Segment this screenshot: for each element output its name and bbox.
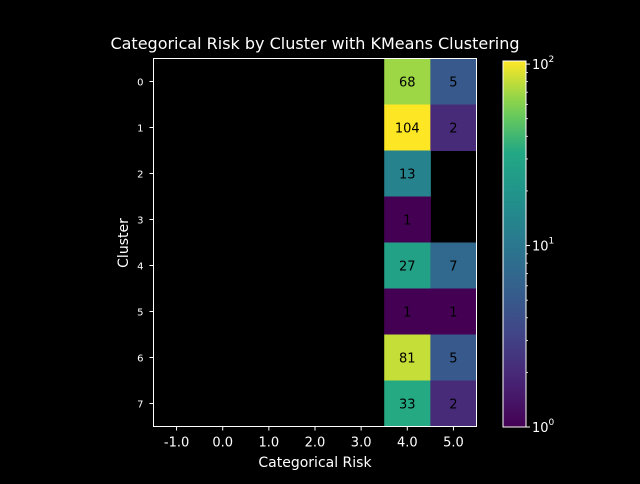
colorbar: [502, 60, 527, 428]
x-tick-label: -1.0: [164, 436, 189, 451]
heatmap-cell: [384, 58, 431, 105]
heatmap-cells: [384, 58, 477, 427]
x-tick-label: 1.0: [259, 436, 280, 451]
cell-value-label: 13: [399, 168, 416, 183]
cell-value-label: 2: [449, 398, 457, 413]
y-tick-label: 0: [137, 78, 143, 89]
cell-value-labels: 68 5 104 2 13 1 27 7 1 1 81 5 33 2: [395, 76, 458, 413]
colorbar-tick-exponent: 2: [549, 55, 555, 65]
cell-value-label: 33: [399, 398, 416, 413]
cell-value-label: 7: [449, 260, 457, 275]
colorbar-tick-exponent: 1: [549, 237, 555, 247]
heatmap-cell: [384, 380, 431, 427]
heatmap-cell: [430, 58, 477, 105]
colorbar-tick-exponent: 0: [549, 418, 555, 428]
cell-value-label: 1: [403, 214, 411, 229]
cell-value-label: 68: [399, 76, 416, 91]
x-axis-ticks: -1.0 0.0 1.0 2.0 3.0 4.0 5.0: [164, 426, 464, 451]
heatmap-cell: [384, 242, 431, 289]
x-tick-label: 4.0: [397, 436, 418, 451]
x-axis-label: Categorical Risk: [258, 455, 372, 471]
chart-title: Categorical Risk by Cluster with KMeans …: [110, 34, 519, 53]
cell-value-label: 5: [449, 76, 457, 91]
cell-value-label: 81: [399, 352, 416, 367]
y-axis-label: Cluster: [116, 218, 132, 268]
heatmap-cell: [384, 150, 431, 197]
heatmap-cell: [430, 334, 477, 381]
y-tick-label: 7: [137, 400, 143, 411]
heatmap-cell: [430, 380, 477, 427]
y-tick-label: 2: [137, 170, 143, 181]
x-tick-label: 2.0: [305, 436, 326, 451]
cell-value-label: 104: [395, 122, 420, 137]
x-tick-label: 3.0: [351, 436, 372, 451]
y-tick-label: 4: [137, 262, 143, 273]
cell-value-label: 27: [399, 260, 416, 275]
heatmap-cell: [384, 196, 431, 243]
y-tick-label: 3: [137, 216, 143, 227]
x-tick-label: 0.0: [212, 436, 233, 451]
y-tick-label: 5: [137, 308, 143, 319]
y-axis-ticks: 0 1 2 3 4 5 6 7: [137, 78, 154, 411]
x-tick-label: 5.0: [443, 436, 464, 451]
cell-value-label: 5: [449, 352, 457, 367]
heatmap-cell: [384, 104, 431, 151]
heatmap-cell: [430, 104, 477, 151]
cell-value-label: 2: [449, 122, 457, 137]
heatmap-cell: [430, 242, 477, 289]
cell-value-label: 1: [403, 306, 411, 321]
y-tick-label: 1: [137, 124, 143, 135]
heatmap-cell: [384, 288, 431, 335]
cell-value-label: 1: [449, 306, 457, 321]
heatmap-cell: [384, 334, 431, 381]
heatmap-cell: [430, 288, 477, 335]
y-tick-label: 6: [137, 354, 143, 365]
